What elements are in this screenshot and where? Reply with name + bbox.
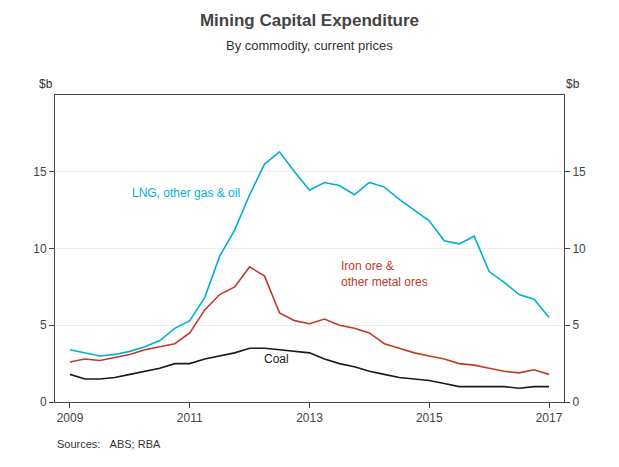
svg-text:2013: 2013 [296,411,323,425]
svg-text:10: 10 [33,242,47,256]
svg-text:5: 5 [572,318,579,332]
svg-text:2017: 2017 [536,411,563,425]
svg-text:Sources: ABS; RBA: Sources: ABS; RBA [57,438,161,450]
svg-text:Iron ore &other metal ores: Iron ore &other metal ores [341,259,428,289]
svg-text:2015: 2015 [416,411,443,425]
svg-text:Mining Capital Expenditure: Mining Capital Expenditure [200,11,419,30]
svg-text:15: 15 [572,165,586,179]
svg-text:$b: $b [566,77,580,91]
svg-text:2009: 2009 [57,411,84,425]
svg-text:5: 5 [40,318,47,332]
svg-text:10: 10 [572,242,586,256]
svg-text:2011: 2011 [177,411,203,425]
svg-text:15: 15 [33,165,47,179]
svg-text:$b: $b [39,77,53,91]
svg-text:0: 0 [572,395,579,409]
svg-text:Coal: Coal [264,352,289,366]
svg-text:By commodity, current prices: By commodity, current prices [226,38,393,53]
svg-text:0: 0 [40,395,47,409]
svg-text:LNG, other gas & oil: LNG, other gas & oil [132,186,240,200]
